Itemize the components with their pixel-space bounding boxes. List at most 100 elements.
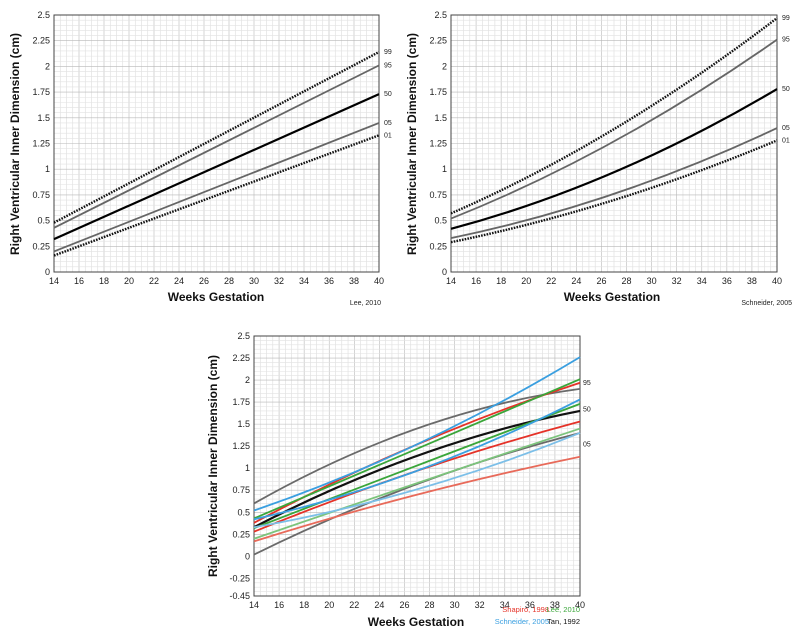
x-tick-labels: 14 16 18 20 22 24 26 28 30 32 34 36 38 40 xyxy=(49,276,384,286)
y-tick-label: 0.5 xyxy=(237,507,250,517)
series-line xyxy=(450,127,778,239)
x-tick-label: 34 xyxy=(697,276,707,286)
series-line xyxy=(53,122,380,253)
x-tick-label: 32 xyxy=(672,276,682,286)
x-tick-labels: 14 16 18 20 22 24 26 28 30 32 34 36 38 40 xyxy=(249,600,585,610)
source-note: Lee, 2010 xyxy=(350,300,381,307)
y-tick-label: -0.25 xyxy=(229,573,250,583)
x-tick-label: 38 xyxy=(349,276,359,286)
y-tick-labels: -0.45 -0.25 0 0.25 0.5 0.75 1 1.25 1.5 1.75 2 2.25 2… xyxy=(229,331,250,601)
x-tick-label: 30 xyxy=(450,600,460,610)
x-tick-label: 30 xyxy=(249,276,259,286)
y-axis-label: Right Ventricular Inner Dimension (cm) xyxy=(405,33,419,255)
series-line xyxy=(53,134,380,257)
series-line xyxy=(253,378,581,520)
y-tick-label: 1.5 xyxy=(434,113,447,123)
series-lines xyxy=(450,17,778,244)
y-tick-label: 0 xyxy=(442,267,447,277)
y-tick-label: 0 xyxy=(245,551,250,561)
y-tick-label: 2.5 xyxy=(434,10,447,20)
x-tick-label: 26 xyxy=(596,276,606,286)
percentile-label: 05 xyxy=(782,125,790,132)
y-tick-label: 0.25 xyxy=(32,241,50,251)
y-tick-label: 1.75 xyxy=(232,397,250,407)
percentile-label: 01 xyxy=(782,137,790,144)
y-tick-label: 1.5 xyxy=(37,113,50,123)
series-line xyxy=(450,139,778,244)
y-tick-label: 1 xyxy=(245,463,250,473)
series-line xyxy=(253,387,581,505)
x-tick-label: 22 xyxy=(149,276,159,286)
percentile-label: 95 xyxy=(384,62,392,69)
series-line xyxy=(253,398,581,521)
percentile-label: 50 xyxy=(384,91,392,98)
x-tick-label: 14 xyxy=(446,276,456,286)
x-tick-label: 34 xyxy=(500,600,510,610)
y-tick-label: 1.75 xyxy=(32,87,50,97)
y-tick-label: 2.25 xyxy=(429,36,447,46)
x-axis-label: Weeks Gestation xyxy=(168,290,264,304)
series-line xyxy=(253,455,581,543)
x-tick-label: 28 xyxy=(425,600,435,610)
percentile-label: 99 xyxy=(384,49,392,56)
x-tick-label: 14 xyxy=(49,276,59,286)
plot-grid xyxy=(53,14,380,273)
series-line xyxy=(253,427,581,540)
legend-entry: Lee, 2010 xyxy=(547,605,580,614)
y-tick-label: 0.25 xyxy=(429,241,447,251)
y-tick-labels: 0 0.25 0.5 0.75 1 1.25 1.5 1.75 2 2.25 2.5 xyxy=(32,10,50,277)
x-tick-label: 20 xyxy=(521,276,531,286)
series-line xyxy=(450,38,778,220)
y-tick-label: 0.25 xyxy=(232,529,250,539)
plot-frame xyxy=(253,335,581,597)
percentile-labels: 95 50 05 xyxy=(583,380,591,449)
y-tick-label: 0.5 xyxy=(37,216,50,226)
series-lines xyxy=(53,50,380,257)
percentile-label: 01 xyxy=(384,132,392,139)
x-tick-label: 22 xyxy=(349,600,359,610)
y-tick-label: 1.75 xyxy=(429,87,447,97)
y-tick-label: 2.25 xyxy=(232,353,250,363)
y-tick-label: 2 xyxy=(442,61,447,71)
x-tick-label: 36 xyxy=(525,600,535,610)
y-tick-label: 1.25 xyxy=(429,139,447,149)
x-tick-label: 18 xyxy=(299,600,309,610)
y-tick-label: 2.25 xyxy=(32,36,50,46)
y-tick-label: 2.5 xyxy=(237,331,250,341)
plot-grid xyxy=(253,335,581,597)
series-line xyxy=(253,432,581,529)
x-tick-label: 16 xyxy=(74,276,84,286)
y-tick-label: 0.75 xyxy=(32,190,50,200)
percentile-labels: 99 95 50 05 01 xyxy=(384,49,392,139)
x-tick-label: 40 xyxy=(374,276,384,286)
series-line xyxy=(53,93,380,241)
y-tick-label: 0 xyxy=(45,267,50,277)
x-tick-labels: 14 16 18 20 22 24 26 28 30 32 34 36 38 40 xyxy=(446,276,782,286)
percentile-label: 05 xyxy=(384,120,392,127)
percentile-label: 05 xyxy=(583,442,591,449)
y-tick-label: 1 xyxy=(45,164,50,174)
x-tick-label: 36 xyxy=(722,276,732,286)
y-tick-label: 0.75 xyxy=(429,190,447,200)
plot-frame xyxy=(53,14,380,273)
y-tick-label: 1 xyxy=(442,164,447,174)
x-tick-label: 18 xyxy=(99,276,109,286)
x-tick-label: 26 xyxy=(399,600,409,610)
y-tick-labels: 0 0.25 0.5 0.75 1 1.25 1.5 1.75 2 2.25 2.5 xyxy=(429,10,447,277)
series-line xyxy=(450,17,778,215)
percentile-label: 50 xyxy=(583,406,591,413)
percentile-label: 99 xyxy=(782,15,790,22)
percentile-label: 95 xyxy=(782,37,790,44)
y-tick-label: 1.25 xyxy=(232,441,250,451)
x-tick-label: 20 xyxy=(124,276,134,286)
x-tick-label: 38 xyxy=(550,600,560,610)
x-tick-label: 24 xyxy=(374,600,384,610)
x-tick-label: 24 xyxy=(174,276,184,286)
x-tick-label: 34 xyxy=(299,276,309,286)
percentile-label: 95 xyxy=(583,380,591,387)
x-tick-label: 40 xyxy=(575,600,585,610)
y-tick-label: 2.5 xyxy=(37,10,50,20)
